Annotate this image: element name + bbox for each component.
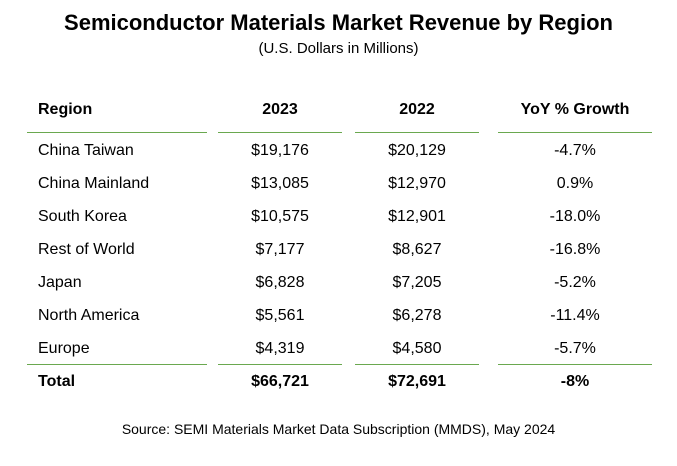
table-cell-y2022: $7,205 bbox=[392, 274, 442, 291]
table-cell-region: Rest of World bbox=[38, 241, 135, 258]
table-cell-region: Japan bbox=[38, 274, 82, 291]
table-cell-yoy: -18.0% bbox=[549, 208, 601, 225]
table-cell-region: South Korea bbox=[38, 208, 127, 225]
table-cell-y2023: $13,085 bbox=[251, 175, 309, 192]
total-rule-2 bbox=[355, 364, 479, 365]
column-header-y2022: 2022 bbox=[399, 101, 435, 118]
table-cell-region: China Taiwan bbox=[38, 142, 134, 159]
table-cell-y2022: $20,129 bbox=[388, 142, 446, 159]
table-cell-yoy: -16.8% bbox=[549, 241, 601, 258]
table-cell-yoy: 0.9% bbox=[556, 175, 594, 192]
table-cell-y2023: $19,176 bbox=[251, 142, 309, 159]
table-cell-y2023: $5,561 bbox=[255, 307, 305, 324]
column-header-region: Region bbox=[38, 101, 93, 118]
total-rule-3 bbox=[498, 364, 652, 365]
table-title: Semiconductor Materials Market Revenue b… bbox=[64, 10, 613, 35]
table-cell-y2023: $10,575 bbox=[251, 208, 309, 225]
header-rule-3 bbox=[498, 132, 652, 133]
total-rule-1 bbox=[218, 364, 342, 365]
total-cell-y2022: $72,691 bbox=[388, 373, 446, 390]
table-cell-yoy: -5.2% bbox=[554, 274, 596, 291]
total-cell-yoy: -8% bbox=[560, 373, 590, 390]
table-cell-y2022: $12,901 bbox=[388, 208, 446, 225]
table-cell-y2023: $4,319 bbox=[255, 340, 305, 357]
table-cell-y2023: $7,177 bbox=[255, 241, 305, 258]
source-note: Source: SEMI Materials Market Data Subsc… bbox=[121, 421, 556, 437]
table-cell-region: North America bbox=[38, 307, 140, 324]
table-cell-region: China Mainland bbox=[38, 175, 150, 192]
table-cell-y2023: $6,828 bbox=[255, 274, 305, 291]
header-rule-1 bbox=[218, 132, 342, 133]
table-cell-y2022: $12,970 bbox=[388, 175, 446, 192]
column-header-y2023: 2023 bbox=[262, 101, 298, 118]
table-cell-yoy: -5.7% bbox=[554, 340, 596, 357]
table-cell-y2022: $8,627 bbox=[392, 241, 442, 258]
total-cell-y2023: $66,721 bbox=[251, 373, 309, 390]
header-rule-0 bbox=[27, 132, 207, 133]
header-rule-2 bbox=[355, 132, 479, 133]
total-rule-0 bbox=[27, 364, 207, 365]
table-cell-yoy: -4.7% bbox=[554, 142, 596, 159]
table-cell-y2022: $6,278 bbox=[392, 307, 442, 324]
column-header-yoy: YoY % Growth bbox=[520, 101, 630, 118]
table-cell-region: Europe bbox=[38, 340, 90, 357]
table-cell-y2022: $4,580 bbox=[392, 340, 442, 357]
total-cell-region: Total bbox=[38, 373, 76, 390]
table-cell-yoy: -11.4% bbox=[550, 307, 600, 324]
table-subtitle: (U.S. Dollars in Millions) bbox=[258, 40, 419, 57]
